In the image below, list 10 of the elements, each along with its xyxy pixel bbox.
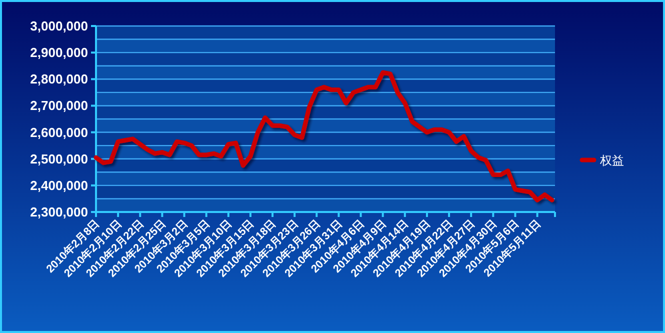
y-tick-label: 3,000,000: [30, 18, 88, 34]
y-tick-label: 2,600,000: [30, 124, 88, 140]
y-tick-label: 2,400,000: [30, 178, 88, 193]
y-tick-label: 2,700,000: [30, 98, 88, 114]
y-tick-label: 2,800,000: [30, 72, 88, 87]
legend-label: 权益: [599, 154, 624, 168]
y-tick-label: 2,300,000: [30, 204, 88, 220]
y-tick-label: 2,500,000: [30, 151, 88, 166]
line-series: [94, 70, 554, 202]
y-tick-label: 2,900,000: [30, 45, 88, 60]
